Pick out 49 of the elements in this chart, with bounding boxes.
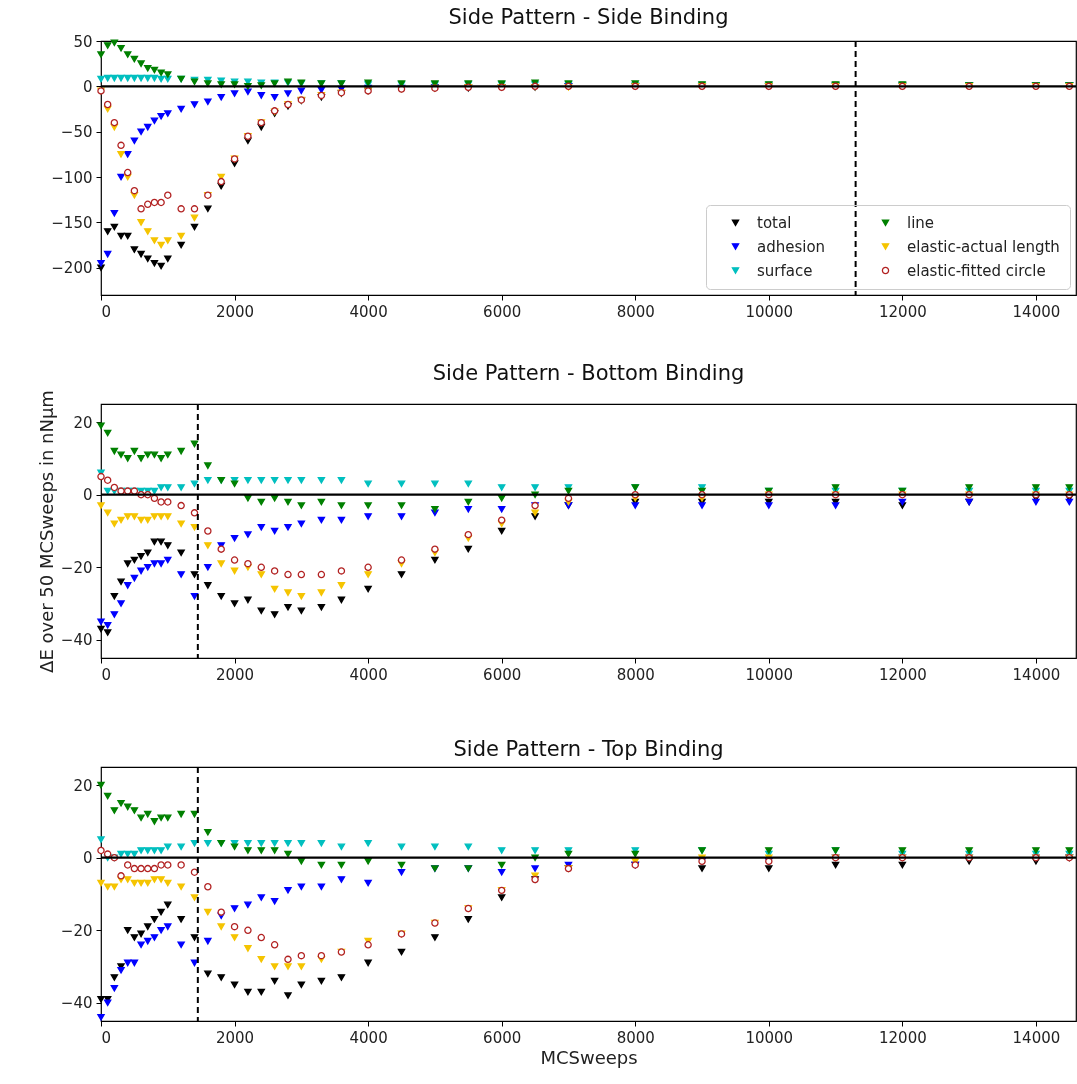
y-tick-label: 20 xyxy=(73,413,93,432)
y-tick-label: 0 xyxy=(82,849,93,868)
x-tick-label: 10000 xyxy=(745,302,794,321)
x-tick-label: 0 xyxy=(101,302,112,321)
x-tick-label: 10000 xyxy=(745,1028,794,1047)
x-tick-label: 14000 xyxy=(1012,302,1061,321)
y-tick-label: 0 xyxy=(82,486,93,505)
y-tick-label: 0 xyxy=(82,77,93,96)
x-tick-label: 4000 xyxy=(349,665,388,684)
legend-label: elastic-actual length xyxy=(907,237,1060,256)
x-tick-label: 12000 xyxy=(879,665,927,684)
legend-label: adhesion xyxy=(757,237,826,256)
legend-label: surface xyxy=(757,261,813,280)
x-tick-label: 6000 xyxy=(483,1028,522,1047)
y-tick-label: −40 xyxy=(60,631,93,650)
x-tick-label: 2000 xyxy=(215,1028,255,1047)
x-tick-label: 8000 xyxy=(616,665,655,684)
chart-title: Side Pattern - Bottom Binding xyxy=(432,360,745,385)
x-tick-label: 6000 xyxy=(483,665,522,684)
x-tick-label: 10000 xyxy=(745,665,794,684)
legend-label: total xyxy=(757,213,792,232)
y-tick-label: −150 xyxy=(51,213,93,232)
x-tick-label: 12000 xyxy=(879,1028,927,1047)
y-tick-label: −100 xyxy=(51,168,93,187)
y-tick-label: −40 xyxy=(60,994,93,1013)
x-tick-label: 2000 xyxy=(215,302,255,321)
chart-title: Side Pattern - Top Binding xyxy=(453,737,724,761)
y-tick-label: −200 xyxy=(51,259,93,278)
x-tick-label: 14000 xyxy=(1012,665,1061,684)
x-tick-label: 2000 xyxy=(215,665,255,684)
y-tick-label: −20 xyxy=(60,558,93,577)
x-tick-label: 6000 xyxy=(483,302,522,321)
x-tick-label: 4000 xyxy=(349,302,388,321)
x-tick-label: 4000 xyxy=(349,1028,388,1047)
x-tick-label: 0 xyxy=(101,1028,112,1047)
legend-label: elastic-fitted circle xyxy=(907,261,1046,280)
y-tick-label: 50 xyxy=(73,32,93,51)
x-axis-title: MCSweeps xyxy=(540,1046,638,1068)
x-tick-label: 0 xyxy=(101,665,112,684)
x-tick-label: 8000 xyxy=(616,302,655,321)
chart-title: Side Pattern - Side Binding xyxy=(448,5,729,29)
x-tick-label: 8000 xyxy=(616,1028,655,1047)
x-tick-label: 12000 xyxy=(879,302,927,321)
y-tick-label: −50 xyxy=(60,123,93,142)
y-axis-title: ΔE over 50 MCSweeps in nNμm xyxy=(35,390,57,673)
legend-label: line xyxy=(907,213,935,232)
y-tick-label: −20 xyxy=(60,921,93,940)
x-tick-label: 14000 xyxy=(1012,1028,1061,1047)
y-tick-label: 20 xyxy=(73,776,93,795)
